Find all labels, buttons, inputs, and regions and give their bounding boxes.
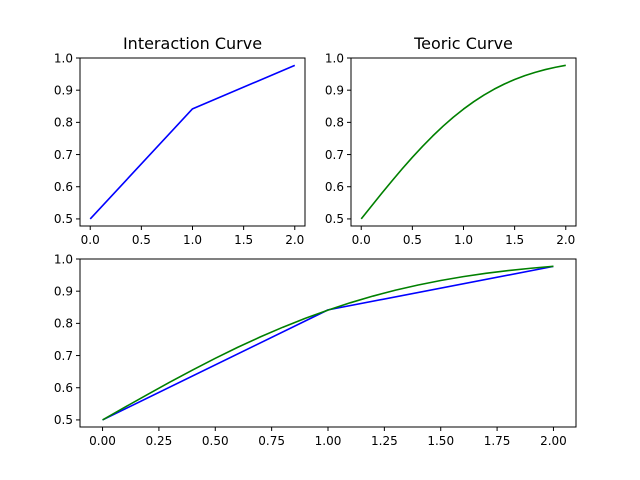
- chart1-y-tick-label-4: 0.9: [325, 83, 344, 97]
- chart2-x-tick-label-2: 0.50: [202, 434, 229, 448]
- chart0-series-line-0: [89, 64, 296, 220]
- teoric-curve-axes: 0.0 0.5 1.0 1.5 2.0 0.5 0.6 0.7 0.8 0.9 1.0 Teoric …: [325, 34, 577, 247]
- chart0-y-tick-label-1: 0.6: [54, 180, 73, 194]
- chart1-title: Teoric Curve: [413, 34, 513, 53]
- chart1-y-tick-label-1: 0.6: [325, 180, 344, 194]
- chart2-x-tick-label-8: 2.00: [540, 434, 567, 448]
- chart2-series-line-1: [102, 265, 554, 421]
- chart0-y-tick-label-0: 0.5: [54, 212, 73, 226]
- chart1-series-line-0: [360, 64, 566, 220]
- chart2-y-tick-label-0: 0.5: [54, 413, 73, 427]
- chart2-y-tick-label-1: 0.6: [54, 381, 73, 395]
- chart0-x-tick-label-2: 1.0: [183, 233, 202, 247]
- chart1-y-tick-label-5: 1.0: [325, 51, 344, 65]
- chart1-y-tick-label-2: 0.7: [325, 148, 344, 162]
- chart1-x-tick-label-1: 0.5: [403, 233, 422, 247]
- chart2-y-tick-label-4: 0.9: [54, 284, 73, 298]
- interaction-curve-axes: 0.0 0.5 1.0 1.5 2.0 0.5 0.6 0.7 0.8 0.9 1.0 Interac…: [54, 34, 306, 247]
- chart2-x-tick-label-7: 1.75: [484, 434, 511, 448]
- chart0-y-tick-label-4: 0.9: [54, 83, 73, 97]
- chart0-title: Interaction Curve: [123, 34, 262, 53]
- chart2-x-tick-label-1: 0.25: [146, 434, 173, 448]
- chart0-y-tick-label-3: 0.8: [54, 116, 73, 130]
- chart0-x-tick-label-1: 0.5: [132, 233, 151, 247]
- chart2-y-tick-label-3: 0.8: [54, 317, 73, 331]
- chart2-x-tick-label-5: 1.25: [371, 434, 398, 448]
- chart2-x-tick-label-3: 0.75: [258, 434, 285, 448]
- combined-curves-axes: 0.00 0.25 0.50 0.75 1.00 1.25 1.50 1.75 2.00 0.5 0…: [54, 252, 577, 448]
- chart1-x-tick-label-4: 2.0: [556, 233, 575, 247]
- chart2-x-tick-label-6: 1.50: [427, 434, 454, 448]
- chart0-y-tick-label-5: 1.0: [54, 51, 73, 65]
- chart0-x-tick-label-4: 2.0: [285, 233, 304, 247]
- chart1-x-tick-label-2: 1.0: [454, 233, 473, 247]
- chart2-x-tick-label-4: 1.00: [315, 434, 342, 448]
- chart2-x-tick-label-0: 0.00: [89, 434, 116, 448]
- chart1-y-tick-label-0: 0.5: [325, 212, 344, 226]
- chart0-x-tick-label-0: 0.0: [81, 233, 100, 247]
- chart2-y-tick-label-5: 1.0: [54, 252, 73, 266]
- chart0-x-tick-label-3: 1.5: [234, 233, 253, 247]
- chart1-x-tick-label-3: 1.5: [505, 233, 524, 247]
- chart1-x-tick-label-0: 0.0: [352, 233, 371, 247]
- chart2-y-tick-label-2: 0.7: [54, 349, 73, 363]
- chart0-y-tick-label-2: 0.7: [54, 148, 73, 162]
- chart1-y-tick-label-3: 0.8: [325, 116, 344, 130]
